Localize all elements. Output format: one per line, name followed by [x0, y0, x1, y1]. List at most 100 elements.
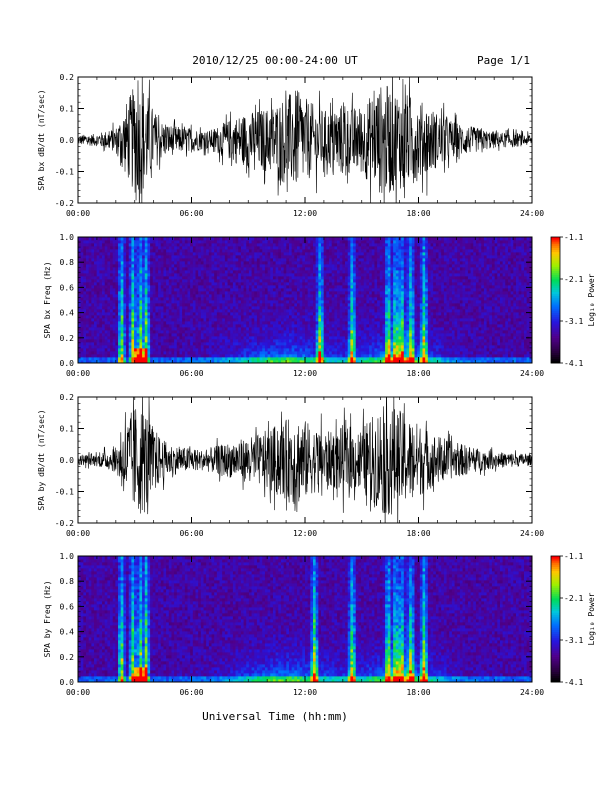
spectrogram-cell [208, 351, 212, 355]
spectrogram-cell [96, 309, 100, 313]
spectrogram-cell [358, 309, 362, 313]
spectrogram-cell [243, 237, 247, 241]
spectrogram-cell [272, 276, 277, 280]
spectrogram-cell [288, 288, 293, 292]
spectrogram-cell [355, 243, 359, 247]
spectrogram-cell [224, 279, 228, 283]
spectrogram-cell [310, 333, 314, 337]
spectrogram-cell [355, 282, 359, 286]
spectrogram-cell [385, 309, 389, 313]
spectrogram-cell [182, 333, 186, 337]
spectrogram-cell [342, 291, 346, 295]
spectrogram-cell [313, 291, 317, 295]
spectrogram-cell [270, 267, 274, 271]
spectrogram-cell [78, 327, 82, 331]
spectrogram-cell [313, 246, 317, 250]
spectrogram-cell [206, 330, 210, 334]
spectrogram-cell [115, 276, 119, 280]
spectrogram-cell [200, 354, 204, 358]
spectrogram-cell [142, 300, 146, 304]
spectrogram-cell [323, 360, 327, 364]
spectrogram-cell [254, 357, 258, 361]
spectrogram-cell [99, 348, 103, 352]
spectrogram-cell [83, 261, 87, 265]
spectrogram-cell [286, 276, 290, 280]
spectrogram-cell [142, 237, 146, 241]
spectrogram-cell [155, 309, 159, 313]
spectrogram-cell [91, 255, 95, 259]
spectrogram-cell [200, 327, 204, 331]
spectrogram-cell [262, 246, 266, 250]
spectrogram-cell [211, 330, 215, 334]
spectrogram-cell [152, 321, 156, 325]
spectrogram-cell [224, 273, 228, 277]
spectrogram-cell [222, 288, 226, 292]
spectrogram-cell [150, 243, 154, 247]
spectrogram-cell [168, 360, 172, 364]
spectrogram-cell [238, 267, 242, 271]
spectrogram-cell [248, 336, 252, 340]
spectrogram-cell [174, 246, 178, 250]
spectrogram-cell [262, 354, 266, 358]
spectrogram-cell [259, 273, 263, 277]
spectrogram-cell [366, 246, 370, 250]
spectrogram-cell [302, 327, 306, 331]
spectrogram-cell [174, 240, 178, 244]
spectrogram-cell [342, 330, 346, 334]
spectrogram-cell [171, 345, 175, 349]
spectrogram-cell [195, 291, 199, 295]
spectrogram-cell [219, 276, 223, 280]
spectrogram-cell [350, 261, 354, 265]
spectrogram-cell [168, 324, 172, 328]
spectrogram-cell [296, 285, 301, 289]
spectrogram-cell [168, 267, 172, 271]
spectrogram-cell [305, 312, 309, 316]
spectrogram-cell [128, 327, 132, 331]
spectrogram-cell [366, 291, 370, 295]
spectrogram-cell [184, 264, 188, 268]
spectrogram-cell [315, 240, 319, 244]
spectrogram-cell [337, 237, 341, 241]
spectrogram-cell [278, 267, 282, 271]
spectrogram-cell [270, 249, 274, 253]
spectrogram-cell [246, 291, 250, 295]
spectrogram-cell [278, 342, 282, 346]
spectrogram-cell [216, 300, 220, 304]
spectrogram-cell [155, 240, 159, 244]
spectrogram-cell [107, 282, 111, 286]
spectrogram-cell [171, 303, 175, 307]
spectrogram-cell [184, 324, 188, 328]
spectrogram-cell [299, 321, 303, 325]
spectrogram-cell [369, 258, 373, 262]
spectrogram-cell [318, 264, 322, 268]
spectrogram-cell [187, 315, 191, 319]
spectrogram-cell [136, 354, 140, 358]
spectrogram-cell [91, 246, 95, 250]
spectrogram-cell [171, 291, 175, 295]
spectrogram-cell [315, 342, 319, 346]
spectrogram-cell [243, 327, 247, 331]
spectrogram-cell [313, 243, 317, 247]
spectrogram-cell [230, 294, 234, 298]
spectrogram-cell [240, 294, 244, 298]
spectrogram-cell [313, 279, 317, 283]
spectrogram-cell [291, 354, 295, 358]
spectrogram-cell [86, 255, 90, 259]
spectrogram-cell [232, 354, 236, 358]
spectrogram-cell [99, 351, 103, 355]
spectrogram-cell [305, 342, 309, 346]
spectrogram-cell [272, 288, 277, 292]
spectrogram-cell [321, 279, 325, 283]
spectrogram-cell [302, 255, 306, 259]
spectrogram-cell [152, 339, 156, 343]
spectrogram-cell [83, 330, 87, 334]
spectrogram-cell [369, 276, 373, 280]
spectrogram-cell [94, 321, 98, 325]
spectrogram-cell [318, 279, 322, 283]
spectrogram-cell [126, 288, 130, 292]
spectrogram-cell [355, 273, 359, 277]
spectrogram-cell [321, 291, 325, 295]
spectrogram-cell [83, 333, 87, 337]
spectrogram-cell [302, 279, 306, 283]
spectrogram-cell [134, 240, 138, 244]
